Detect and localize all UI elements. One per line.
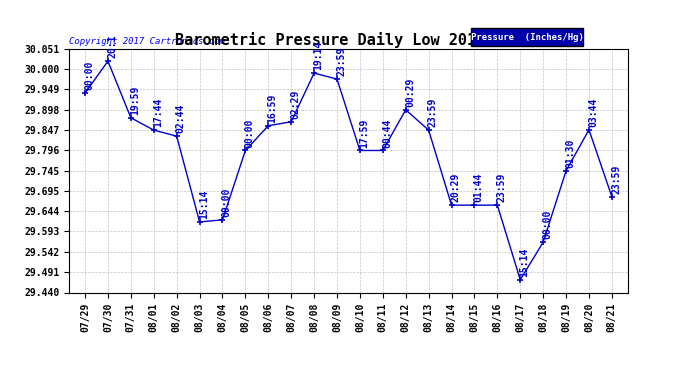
Text: 19:59: 19:59 bbox=[130, 86, 140, 115]
Text: 15:14: 15:14 bbox=[199, 190, 209, 219]
Text: 16:59: 16:59 bbox=[268, 94, 277, 123]
Text: 00:44: 00:44 bbox=[382, 118, 392, 148]
Text: 19:14: 19:14 bbox=[313, 41, 323, 70]
Text: 00:00: 00:00 bbox=[542, 210, 552, 240]
Text: 15:14: 15:14 bbox=[520, 248, 529, 277]
Text: 00:29: 00:29 bbox=[405, 78, 415, 107]
Text: 00:00: 00:00 bbox=[221, 188, 232, 217]
Text: 00:00: 00:00 bbox=[84, 61, 95, 90]
Text: 20:29: 20:29 bbox=[451, 173, 461, 202]
Text: 20:1: 20:1 bbox=[107, 35, 117, 58]
Text: 03:44: 03:44 bbox=[588, 98, 598, 127]
Text: 17:59: 17:59 bbox=[359, 118, 369, 148]
Text: Pressure  (Inches/Hg): Pressure (Inches/Hg) bbox=[471, 33, 584, 42]
Text: 02:29: 02:29 bbox=[290, 90, 300, 119]
Text: 02:44: 02:44 bbox=[176, 104, 186, 134]
FancyBboxPatch shape bbox=[471, 28, 583, 46]
Text: 01:44: 01:44 bbox=[473, 173, 484, 202]
Text: Copyright 2017 Cartronics.com: Copyright 2017 Cartronics.com bbox=[69, 38, 225, 46]
Text: 17:44: 17:44 bbox=[153, 98, 163, 128]
Text: 23:59: 23:59 bbox=[428, 98, 437, 128]
Text: 00:00: 00:00 bbox=[244, 118, 255, 148]
Text: 23:59: 23:59 bbox=[611, 165, 621, 194]
Title: Barometric Pressure Daily Low 20170822: Barometric Pressure Daily Low 20170822 bbox=[175, 32, 522, 48]
Text: 01:30: 01:30 bbox=[565, 139, 575, 168]
Text: 23:59: 23:59 bbox=[497, 173, 506, 202]
Text: 23:59: 23:59 bbox=[336, 47, 346, 76]
